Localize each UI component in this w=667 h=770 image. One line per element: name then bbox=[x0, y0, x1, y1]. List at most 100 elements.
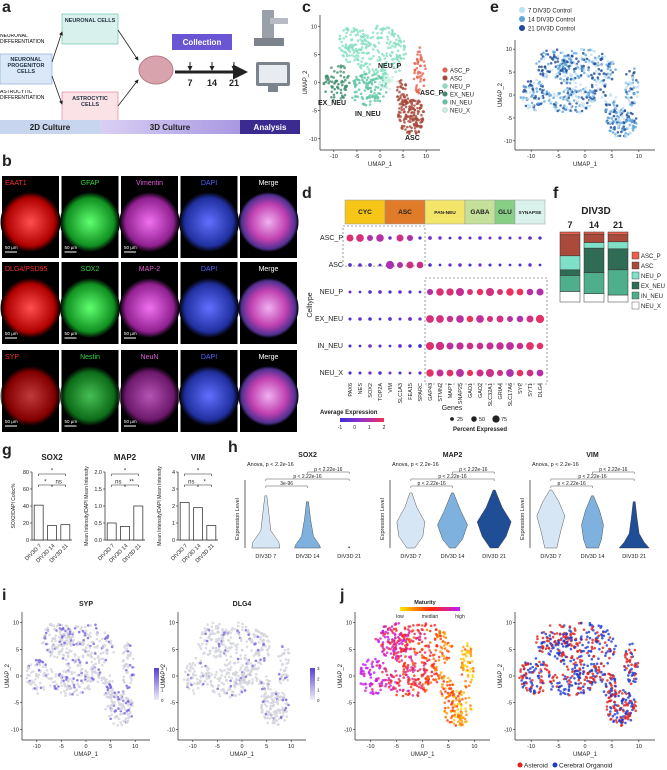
x-tick-label: 21 bbox=[613, 220, 623, 230]
point bbox=[370, 676, 373, 679]
point bbox=[591, 641, 594, 644]
point bbox=[579, 661, 582, 664]
point bbox=[252, 633, 255, 636]
point bbox=[357, 59, 360, 62]
point bbox=[342, 37, 345, 40]
colorbar-tick: 0 bbox=[161, 698, 164, 703]
point bbox=[391, 630, 394, 633]
point bbox=[419, 125, 422, 128]
point bbox=[609, 710, 612, 713]
point bbox=[563, 663, 566, 666]
point bbox=[574, 682, 577, 685]
comparison-label: p < 2.22e-16 bbox=[314, 467, 342, 473]
point bbox=[45, 666, 48, 669]
point bbox=[236, 629, 239, 632]
text-box: ASTROCYTIC CELLS bbox=[64, 96, 116, 120]
chart-title: SYP bbox=[79, 601, 93, 608]
point bbox=[375, 94, 378, 97]
point bbox=[369, 87, 372, 90]
point bbox=[451, 691, 454, 694]
point bbox=[564, 675, 567, 678]
y-tick-label: 10 bbox=[346, 621, 352, 627]
point bbox=[624, 109, 627, 112]
point bbox=[575, 73, 578, 76]
point bbox=[561, 96, 564, 99]
point bbox=[103, 677, 106, 680]
point bbox=[188, 687, 191, 690]
point bbox=[382, 662, 385, 665]
point bbox=[112, 702, 115, 705]
point bbox=[38, 674, 41, 677]
x-axis-label: UMAP_1 bbox=[410, 752, 435, 758]
point bbox=[85, 662, 88, 665]
y-axis-label: Mean Intensity/DAPI Mean Intensity bbox=[84, 466, 90, 546]
point bbox=[370, 91, 373, 94]
point bbox=[366, 96, 369, 99]
point bbox=[580, 638, 583, 641]
point bbox=[103, 693, 106, 696]
point bbox=[346, 76, 349, 79]
point bbox=[448, 687, 451, 690]
expression-dot bbox=[467, 343, 474, 350]
point bbox=[630, 83, 633, 86]
point bbox=[608, 700, 611, 703]
point bbox=[261, 709, 264, 712]
point bbox=[634, 649, 637, 652]
point bbox=[79, 643, 82, 646]
y-tick-label: 5 bbox=[16, 647, 19, 653]
point bbox=[373, 92, 376, 95]
point bbox=[26, 677, 29, 680]
point bbox=[614, 135, 617, 138]
point bbox=[410, 112, 413, 115]
point bbox=[407, 664, 410, 667]
point bbox=[433, 663, 436, 666]
point bbox=[391, 51, 394, 54]
point bbox=[89, 646, 92, 649]
expression-dot bbox=[486, 369, 494, 377]
point bbox=[339, 37, 342, 40]
point bbox=[282, 708, 285, 711]
point bbox=[200, 676, 203, 679]
expression-dot bbox=[398, 344, 402, 348]
point bbox=[45, 643, 48, 646]
point bbox=[542, 689, 545, 692]
point bbox=[534, 691, 537, 694]
point bbox=[63, 654, 66, 657]
point bbox=[568, 67, 571, 70]
point bbox=[40, 687, 43, 690]
point bbox=[581, 105, 584, 108]
scale-bar-label: 50 µm bbox=[124, 245, 137, 250]
gene-label: SYP bbox=[518, 383, 524, 394]
point bbox=[260, 649, 263, 652]
point bbox=[625, 693, 628, 696]
point bbox=[122, 659, 125, 662]
point bbox=[72, 677, 75, 680]
scale-bar-label: 50 µm bbox=[5, 245, 18, 250]
violin bbox=[537, 490, 565, 548]
point bbox=[340, 49, 343, 52]
point bbox=[560, 82, 563, 85]
point bbox=[629, 132, 632, 135]
point bbox=[547, 63, 550, 66]
organoid-image bbox=[120, 366, 180, 426]
point bbox=[556, 657, 559, 660]
point bbox=[393, 628, 396, 631]
point bbox=[417, 630, 420, 633]
point bbox=[460, 690, 463, 693]
point bbox=[227, 650, 230, 653]
point bbox=[266, 649, 269, 652]
point bbox=[361, 51, 364, 54]
point bbox=[372, 55, 375, 58]
x-tick-label: -10 bbox=[330, 154, 338, 160]
point bbox=[570, 639, 573, 642]
legend-marker bbox=[632, 272, 639, 279]
point bbox=[562, 51, 565, 54]
point bbox=[427, 681, 430, 684]
point bbox=[257, 636, 260, 639]
point bbox=[391, 656, 394, 659]
point bbox=[470, 708, 473, 711]
point bbox=[555, 101, 558, 104]
point bbox=[462, 667, 465, 670]
point bbox=[444, 701, 447, 704]
point bbox=[552, 636, 555, 639]
